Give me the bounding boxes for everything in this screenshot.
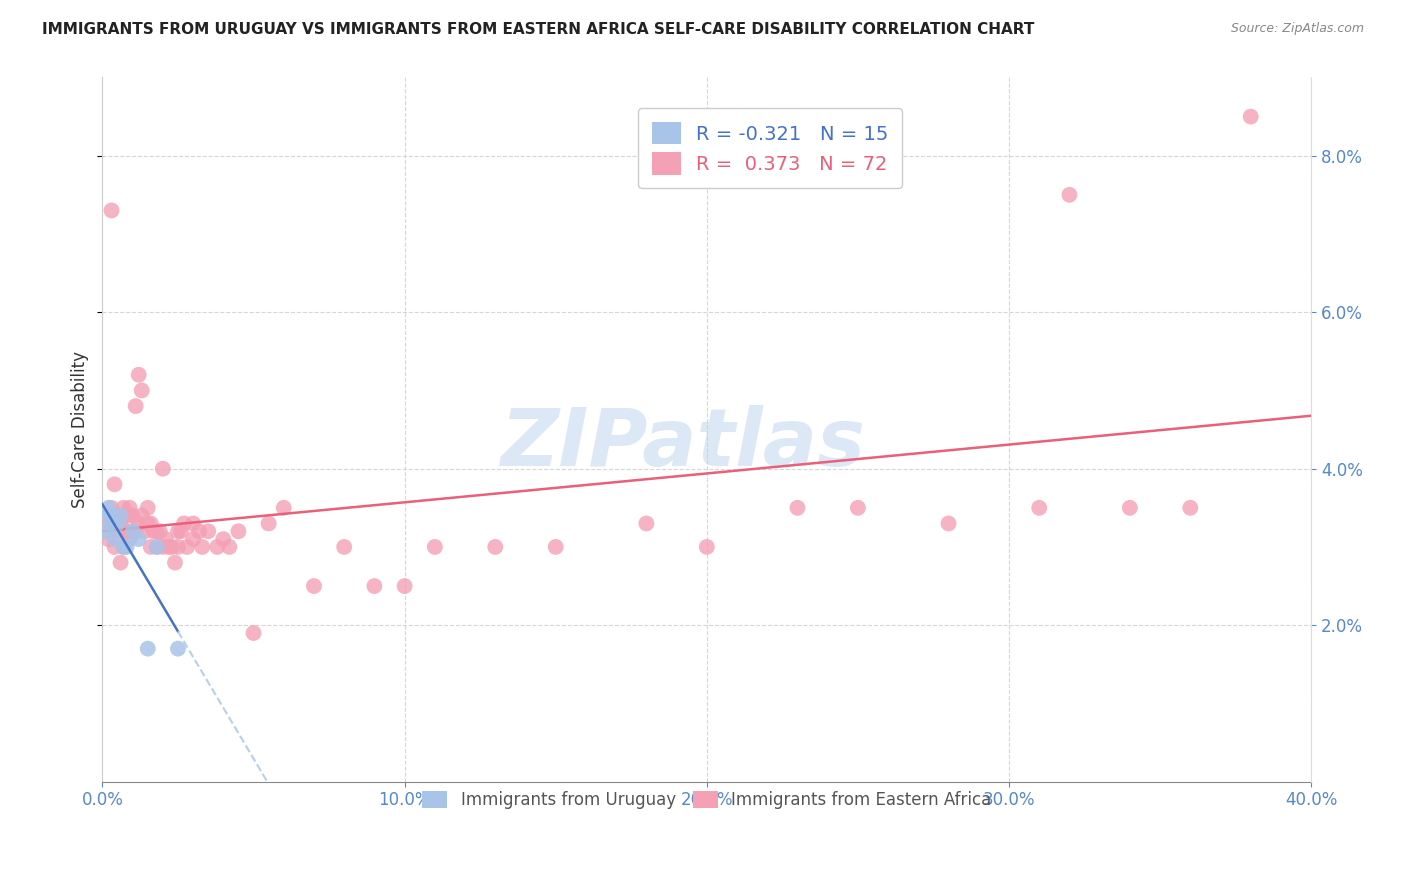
Point [1059,187,1081,202]
Point [152,540,174,554]
Point [181,532,204,546]
Point [110,508,132,523]
Point [103,477,125,491]
Point [160,540,183,554]
Point [786,500,808,515]
Point [176,540,198,554]
Point [228,524,250,539]
Point [157,540,180,554]
Point [131,384,153,398]
Point [191,540,214,554]
Point [100,508,122,523]
Point [128,532,150,546]
Point [846,500,869,515]
Point [97,532,120,546]
Point [333,540,356,554]
Point [938,516,960,531]
Point [121,524,143,539]
Text: IMMIGRANTS FROM URUGUAY VS IMMIGRANTS FROM EASTERN AFRICA SELF-CARE DISABILITY C: IMMIGRANTS FROM URUGUAY VS IMMIGRANTS FR… [42,22,1035,37]
Point [146,524,169,539]
Point [149,524,172,539]
Y-axis label: Self-Care Disability: Self-Care Disability [72,351,89,508]
Point [115,508,138,523]
Point [544,540,567,554]
Point [167,540,190,554]
Point [115,524,138,539]
Point [136,500,159,515]
Point [139,540,162,554]
Point [100,500,122,515]
Point [363,579,385,593]
Point [155,532,177,546]
Point [170,524,193,539]
Point [257,516,280,531]
Text: ZIPatlas: ZIPatlas [501,405,865,483]
Point [394,579,416,593]
Point [110,556,132,570]
Point [107,508,129,523]
Point [136,516,159,531]
Point [128,368,150,382]
Point [152,461,174,475]
Point [121,508,143,523]
Point [242,626,264,640]
Point [118,500,141,515]
Point [124,524,146,539]
Point [131,508,153,523]
Point [107,524,129,539]
Point [107,516,129,531]
Point [94,516,117,531]
Text: Source: ZipAtlas.com: Source: ZipAtlas.com [1230,22,1364,36]
Point [484,540,506,554]
Point [115,540,138,554]
Point [103,540,125,554]
Point [100,203,122,218]
Point [128,516,150,531]
Point [100,516,122,531]
Point [181,516,204,531]
Point [124,399,146,413]
Point [142,524,165,539]
Point [423,540,446,554]
Point [696,540,718,554]
Point [112,540,135,554]
Point [97,500,120,515]
Point [118,532,141,546]
Point [103,532,125,546]
Point [636,516,658,531]
Point [112,540,135,554]
Point [121,524,143,539]
Point [94,524,117,539]
Point [197,524,219,539]
Point [167,641,190,656]
Point [1240,110,1263,124]
Point [97,508,120,523]
Point [1028,500,1050,515]
Point [100,516,122,531]
Point [1180,500,1202,515]
Point [136,641,159,656]
Point [112,500,135,515]
Point [163,556,186,570]
Point [134,524,156,539]
Legend: Immigrants from Uruguay, Immigrants from Eastern Africa: Immigrants from Uruguay, Immigrants from… [416,784,998,815]
Point [146,540,169,554]
Point [146,540,169,554]
Point [273,500,295,515]
Point [218,540,240,554]
Point [110,516,132,531]
Point [212,532,235,546]
Point [188,524,211,539]
Point [207,540,229,554]
Point [167,524,190,539]
Point [173,516,195,531]
Point [302,579,325,593]
Point [1119,500,1142,515]
Point [139,516,162,531]
